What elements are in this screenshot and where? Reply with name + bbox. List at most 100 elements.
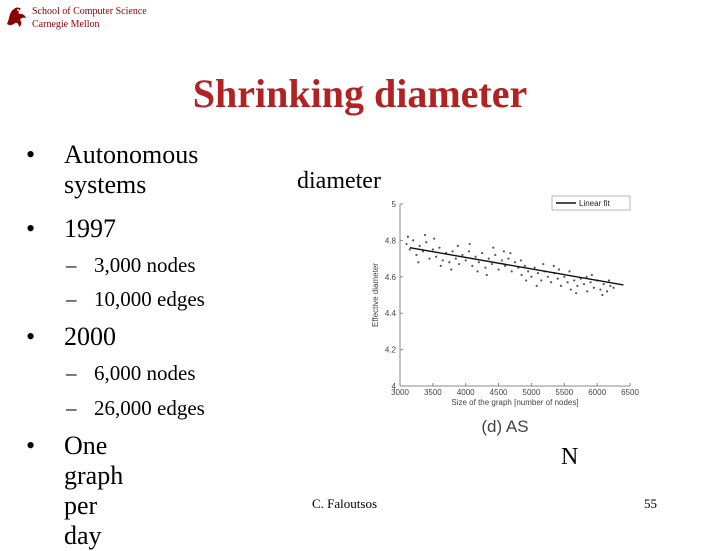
bullet-dot: •	[26, 214, 36, 243]
university-name: Carnegie Mellon	[32, 19, 100, 30]
data-point	[550, 281, 553, 284]
data-point	[481, 252, 484, 255]
legend-label: Linear fit	[579, 199, 610, 208]
bullet-text: Autonomous systems	[64, 140, 198, 200]
sub-bullet-text: 6,000 nodes	[94, 361, 196, 385]
data-point	[519, 259, 523, 262]
sub-bullet-text: 3,000 nodes	[94, 253, 196, 277]
data-point	[425, 241, 428, 244]
data-point	[484, 266, 487, 269]
data-point	[530, 275, 533, 278]
data-point	[464, 259, 467, 262]
data-point	[474, 255, 477, 258]
sub-bullet-dash: –	[66, 253, 77, 277]
data-point	[406, 235, 409, 238]
x-tick-label: 3000	[391, 388, 409, 397]
data-point	[418, 244, 421, 247]
data-point	[468, 242, 471, 246]
sub-bullet-dash: –	[66, 287, 77, 311]
data-point	[471, 264, 474, 267]
x-tick-label: 4500	[490, 388, 508, 397]
data-point	[467, 250, 471, 253]
data-point	[525, 279, 528, 282]
data-point	[605, 290, 609, 293]
data-point	[540, 279, 543, 282]
x-tick-label: 6500	[621, 388, 639, 397]
data-point	[586, 290, 589, 293]
data-point	[451, 250, 454, 253]
bullet-text: One graph per day	[64, 431, 124, 550]
x-tick-label: 4000	[457, 388, 475, 397]
data-point	[433, 237, 436, 240]
data-point	[509, 252, 512, 255]
data-point	[408, 248, 411, 251]
bullet-dot: •	[26, 322, 36, 351]
y-tick-label: 4.4	[385, 309, 397, 318]
data-point	[507, 257, 510, 260]
sub-bullet-dash: –	[66, 396, 77, 420]
data-point	[405, 242, 408, 246]
diameter-scatter-chart: 4 4.2 4.4 4.6 4.8 5 3000 3500 4000 4500 5000 5500 60…	[371, 195, 639, 436]
data-point	[417, 261, 420, 264]
data-point	[590, 273, 593, 277]
data-point	[500, 259, 503, 262]
data-point	[552, 264, 555, 267]
data-point	[476, 270, 479, 273]
data-point	[576, 284, 579, 287]
bullet-text: 1997	[64, 214, 116, 243]
data-point	[557, 268, 561, 271]
diameter-label: diameter	[297, 168, 381, 194]
y-tick-label: 4	[392, 382, 397, 391]
data-point	[458, 262, 461, 266]
footer-author: C. Faloutsos	[312, 496, 378, 511]
data-point	[536, 272, 540, 275]
data-point	[609, 284, 612, 287]
data-point	[448, 261, 451, 264]
y-tick-label: 4.2	[385, 346, 397, 355]
x-tick-label: 5000	[523, 388, 541, 397]
data-point	[575, 292, 578, 295]
data-point	[450, 268, 453, 271]
griffin-logo-icon	[7, 7, 26, 27]
bullet-dot: •	[26, 140, 36, 169]
data-point	[589, 281, 592, 284]
data-point	[456, 244, 459, 247]
bullet-text-line: systems	[64, 170, 147, 199]
data-point	[438, 246, 441, 249]
data-point	[566, 281, 569, 284]
data-point	[504, 264, 507, 267]
sub-bullet-dash: –	[66, 361, 77, 385]
chart-caption: (d) AS	[481, 417, 528, 436]
data-point	[441, 259, 444, 262]
sub-bullet-text: 26,000 edges	[94, 396, 205, 420]
data-point	[607, 279, 611, 282]
data-point	[497, 268, 500, 271]
data-point	[523, 264, 526, 267]
data-point	[492, 246, 495, 249]
slide-title: Shrinking diameter	[192, 71, 528, 116]
data-point	[520, 273, 523, 277]
data-point	[585, 275, 588, 278]
data-point	[533, 266, 536, 269]
data-point	[412, 239, 415, 242]
data-point	[502, 250, 505, 253]
data-point	[602, 282, 605, 286]
legend-box	[551, 195, 631, 211]
data-point	[573, 279, 576, 282]
data-point	[559, 284, 563, 287]
data-point	[490, 262, 494, 266]
y-tick-label: 4.8	[385, 236, 397, 245]
school-name: School of Computer Science	[32, 6, 147, 17]
data-point	[415, 253, 418, 257]
page-number: 55	[644, 496, 657, 511]
sub-bullet-text: 10,000 edges	[94, 287, 205, 311]
data-point	[439, 264, 442, 267]
data-point	[513, 261, 517, 264]
data-point	[428, 257, 431, 260]
data-point	[612, 286, 615, 289]
bullet-text: 2000	[64, 322, 116, 351]
data-point	[423, 233, 427, 237]
data-point	[569, 288, 572, 291]
data-point	[556, 277, 559, 280]
school-header: School of Computer Science Carnegie Mell…	[32, 5, 147, 31]
